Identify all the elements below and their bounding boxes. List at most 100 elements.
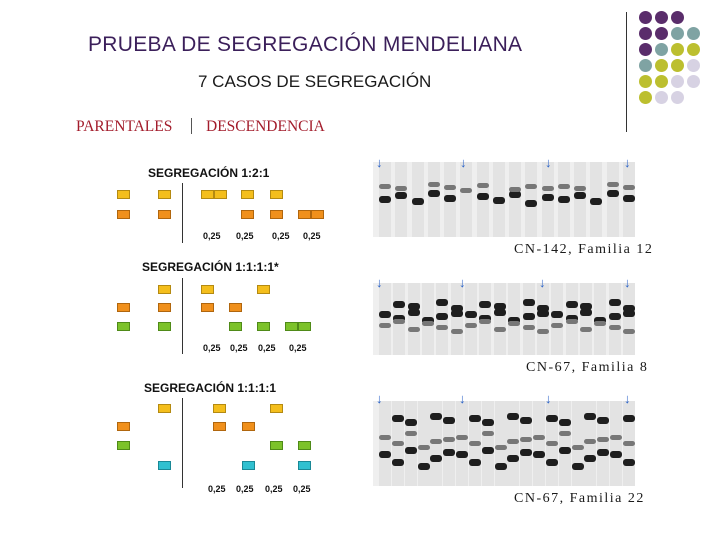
arrow-down-icon: ↓ <box>460 155 467 170</box>
gel-image-2 <box>373 283 635 355</box>
gel-band <box>507 413 520 420</box>
ratio-label: 0,25 <box>289 343 307 353</box>
gel-band <box>610 435 623 440</box>
decorative-dot <box>655 43 668 56</box>
gel-band <box>379 451 391 458</box>
gel-band <box>481 431 494 436</box>
offspring-allele-yellow <box>201 285 214 294</box>
arrow-down-icon: ↓ <box>459 275 466 290</box>
gel-band <box>411 198 424 205</box>
parent-allele-orange <box>158 303 171 312</box>
gel-band <box>391 415 404 422</box>
gel-band <box>481 419 494 426</box>
gel-lane <box>579 283 592 355</box>
gel-band <box>393 315 406 322</box>
gel-band <box>393 319 406 324</box>
gel-band <box>436 299 449 306</box>
gel-band <box>476 193 489 200</box>
gel-lane <box>427 162 440 237</box>
gel-lane <box>417 401 430 486</box>
ratio-label: 0,25 <box>208 484 226 494</box>
parent-allele-cyan <box>158 461 171 470</box>
gel-band <box>579 309 592 316</box>
gel-band <box>574 192 587 199</box>
decorative-dot <box>671 75 684 88</box>
gel-band <box>395 192 408 199</box>
offspring-allele-orange <box>242 422 255 431</box>
gel-lane <box>574 162 587 237</box>
gel-lane <box>379 283 391 355</box>
gel-band <box>579 303 592 310</box>
offspring-allele-yellow <box>214 190 227 199</box>
offspring-allele-yellow <box>241 190 254 199</box>
offspring-allele-orange <box>298 210 311 219</box>
decorative-dot <box>639 27 652 40</box>
gel-image-3 <box>373 401 635 486</box>
gel-band <box>571 445 584 450</box>
gel-band <box>476 183 489 188</box>
ratio-label: 0,25 <box>236 484 254 494</box>
segregation-title-3: SEGREGACIÓN 1:1:1:1 <box>144 381 277 395</box>
gel-lane <box>407 283 420 355</box>
gel-lane <box>443 401 456 486</box>
gel-band <box>623 185 635 190</box>
gel-band <box>436 325 449 330</box>
gel-band <box>608 325 621 330</box>
gel-band <box>465 311 478 318</box>
gel-band <box>623 441 635 446</box>
decorative-dot <box>671 59 684 72</box>
gel-band <box>525 200 538 207</box>
gel-band <box>536 305 549 312</box>
gel-band <box>507 439 520 444</box>
arrow-down-icon: ↓ <box>624 155 631 170</box>
gel-band <box>379 184 391 189</box>
gel-band <box>565 319 578 324</box>
gel-lane <box>481 401 494 486</box>
arrow-down-icon: ↓ <box>545 391 552 406</box>
gel-band <box>557 184 570 189</box>
gel-band <box>606 190 619 197</box>
gel-band <box>522 325 535 330</box>
gel-band <box>479 301 492 308</box>
gel-band <box>450 329 463 334</box>
arrow-down-icon: ↓ <box>376 275 383 290</box>
gel-band <box>450 305 463 312</box>
gel-band <box>508 317 521 324</box>
ratio-label: 0,25 <box>203 343 221 353</box>
gel-band <box>456 435 469 440</box>
decorative-dot <box>687 75 700 88</box>
segregation-title-1: SEGREGACIÓN 1:2:1 <box>148 166 270 180</box>
arrow-down-icon: ↓ <box>376 155 383 170</box>
gel-lane <box>395 162 408 237</box>
decorative-dot <box>687 27 700 40</box>
gel-band <box>494 463 507 470</box>
offspring-allele-yellow <box>257 285 270 294</box>
gel-band <box>395 186 408 191</box>
gel-band <box>430 413 443 420</box>
gel-band <box>606 182 619 187</box>
arrow-down-icon: ↓ <box>539 275 546 290</box>
gel-band <box>579 327 592 332</box>
gel-band <box>379 196 391 203</box>
decorative-dot <box>639 59 652 72</box>
gel-band <box>444 185 457 190</box>
gel-band <box>584 439 597 444</box>
decorative-dot <box>639 91 652 104</box>
gel-lane <box>379 401 391 486</box>
offspring-allele-orange <box>201 303 214 312</box>
ratio-label: 0,25 <box>236 231 254 241</box>
gel-lane <box>493 283 506 355</box>
gel-band <box>427 190 440 197</box>
gel-band <box>536 310 549 317</box>
ratio-label: 0,25 <box>265 484 283 494</box>
gel-band <box>571 463 584 470</box>
offspring-allele-yellow <box>270 190 283 199</box>
gel-band <box>479 315 492 322</box>
offspring-allele-yellow <box>270 404 283 413</box>
gel-band <box>404 447 417 454</box>
gel-band <box>594 317 607 324</box>
gel-band <box>422 321 435 326</box>
offspring-allele-cyan <box>242 461 255 470</box>
gel-band <box>465 323 478 328</box>
gel-band <box>407 303 420 310</box>
